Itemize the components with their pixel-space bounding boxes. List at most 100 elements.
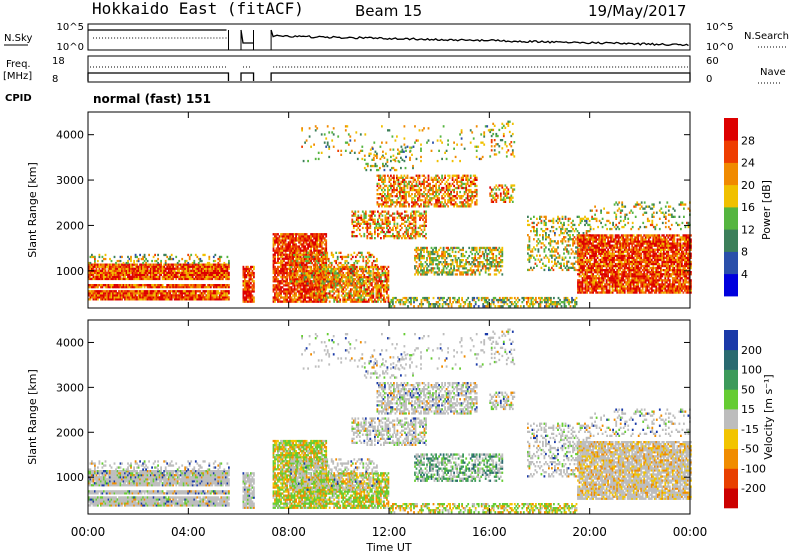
power-cell [471, 273, 473, 275]
power-cell [444, 255, 446, 257]
power-cell [384, 177, 386, 179]
power-cell [352, 256, 354, 258]
noise-panel-frame [88, 24, 690, 50]
power-cell [415, 229, 417, 231]
power-cell [156, 260, 158, 262]
power-cell [419, 219, 421, 221]
power-cell [384, 193, 386, 195]
power-cell [355, 274, 357, 276]
power-cell [172, 278, 174, 280]
power-cell [344, 290, 346, 292]
power-cell [412, 233, 414, 235]
power-cell [317, 256, 319, 258]
power-cell [311, 262, 313, 264]
power-cell [319, 276, 321, 278]
power-cell [387, 159, 389, 161]
power-cell [293, 254, 295, 256]
power-cell [313, 292, 315, 294]
power-cell [421, 229, 423, 231]
power-cell [403, 219, 405, 221]
power-cell [192, 298, 194, 300]
power-cell [295, 294, 297, 296]
power-cell [253, 272, 255, 274]
power-cell [292, 278, 294, 280]
power-cell [377, 185, 379, 187]
power-cell [426, 193, 428, 195]
power-cell [453, 189, 455, 191]
power-cell [295, 292, 297, 294]
power-cell [132, 298, 134, 300]
power-cell [452, 271, 454, 273]
power-cell [320, 286, 322, 288]
power-cell [449, 249, 451, 251]
power-cell [388, 213, 390, 215]
power-cell [90, 276, 92, 278]
power-cell [228, 290, 230, 292]
power-cell [353, 282, 355, 284]
power-cell [293, 252, 295, 254]
power-cell [211, 278, 213, 280]
power-cell [250, 276, 252, 278]
power-cell [192, 284, 194, 286]
power-cell [390, 193, 392, 195]
power-cell [139, 254, 141, 256]
power-cell [283, 233, 285, 235]
power-cell [346, 260, 348, 262]
power-cell [379, 217, 381, 219]
power-cell [388, 217, 390, 219]
power-cell [166, 256, 168, 258]
power-cell [290, 276, 292, 278]
power-cell [333, 288, 335, 290]
power-cell [380, 292, 382, 294]
power-cell [342, 288, 344, 290]
power-cell [426, 273, 428, 275]
power-cell [394, 225, 396, 227]
power-cell [283, 264, 285, 266]
power-cell [416, 261, 418, 263]
power-cell [326, 254, 328, 256]
power-cell [452, 249, 454, 251]
power-cell [435, 193, 437, 195]
power-cell [392, 199, 394, 201]
power-cell [332, 290, 334, 292]
power-cell [351, 288, 353, 290]
power-cell [91, 254, 93, 256]
power-cell [228, 286, 230, 288]
power-cell [404, 187, 406, 189]
power-cell [375, 151, 377, 153]
power-cell [351, 223, 353, 225]
power-cell [398, 179, 400, 181]
power-cell [434, 205, 436, 207]
power-cell [249, 280, 251, 282]
power-cell [103, 274, 105, 276]
power-cell [379, 233, 381, 235]
power-cell [103, 292, 105, 294]
power-cell [325, 286, 327, 288]
noise-left-tick-top: 10^5 [57, 22, 84, 33]
power-cell [395, 229, 397, 231]
power-cell [465, 263, 467, 265]
power-cell [408, 191, 410, 193]
power-cell [103, 258, 105, 260]
power-cell [421, 217, 423, 219]
power-cell [464, 191, 466, 193]
power-cell [132, 286, 134, 288]
power-cell [388, 288, 390, 290]
power-cell [383, 294, 385, 296]
power-cell [343, 256, 345, 258]
power-cell [178, 260, 180, 262]
power-cell [366, 290, 368, 292]
power-cell [171, 254, 173, 256]
power-cell [335, 268, 337, 270]
power-cell [121, 298, 123, 300]
power-cell [374, 229, 376, 231]
power-cell [243, 266, 245, 268]
power-cell [367, 280, 369, 282]
power-cell [405, 147, 407, 149]
power-cell [312, 290, 314, 292]
power-cell [419, 197, 421, 199]
power-cell [90, 298, 92, 300]
power-cell [145, 262, 147, 264]
power-cell [423, 185, 425, 187]
power-cell [393, 191, 395, 193]
